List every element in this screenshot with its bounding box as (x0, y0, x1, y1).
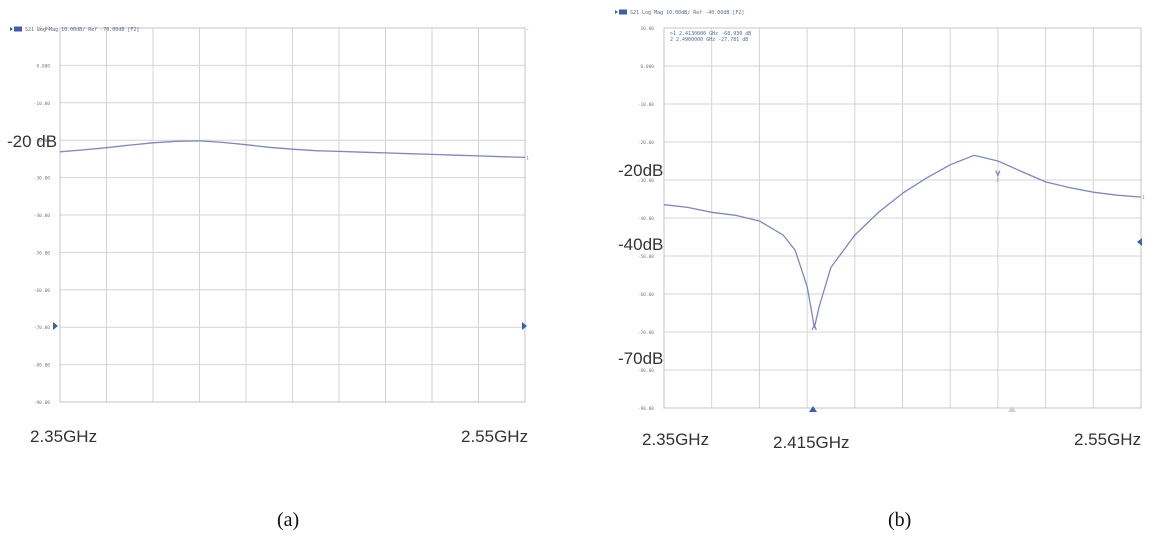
chart-b-grid (664, 28, 1141, 408)
y-tick-label: -30.00 (34, 176, 51, 182)
y-tick-label: -80.00 (638, 368, 655, 374)
ref-left-marker-icon (53, 322, 58, 330)
y-tick-label: -90.00 (34, 400, 51, 406)
ref-right-marker-icon (1137, 238, 1142, 246)
header-a-arrow-icon (10, 27, 13, 31)
caption-b: (b) (888, 509, 911, 531)
header-a-text: S21 Log Mag 10.00dB/ Ref -70.00dB [F2] (25, 27, 139, 33)
chart-b-marks (809, 238, 1142, 412)
y-tick-label: -10.00 (34, 101, 51, 107)
series-line (663, 154, 1142, 328)
annotation-20db: -20dB (618, 161, 663, 180)
header-a-trace-badge (14, 26, 22, 32)
chart-b-header: S21 Log Mag 10.00dB/ Ref -40.00dB [F2] (615, 9, 744, 16)
y-tick-label: -40.00 (638, 216, 655, 222)
caption-a: (a) (277, 509, 299, 531)
ref-right-marker-icon (522, 322, 527, 330)
marker1-x-indicator-icon (809, 406, 817, 412)
x-start-label: 2.35GHz (642, 430, 709, 449)
chart-b-frame (663, 27, 1142, 409)
chart-a-grid (60, 28, 525, 402)
y-tick-label: -10.00 (638, 102, 655, 108)
chart-panel-b: S21 Log Mag 10.00dB/ Ref -40.00dB [F2] >… (600, 0, 1173, 547)
y-tick-label: -20.00 (34, 138, 51, 144)
y-tick-label: -70.00 (638, 330, 655, 336)
marker-row-1: >1 2.4130000 GHz -68.930 dB (670, 31, 751, 37)
marker2-x-indicator-icon (1008, 406, 1016, 412)
chart-b-yticks: 10.00 0.000 -10.00 -20.00 -30.00 -40.00 -50.00… (638, 26, 655, 412)
marker-2-tag: 2 (996, 178, 999, 184)
y-tick-label: -60.00 (34, 288, 51, 294)
annotation-20db: -20 dB (7, 132, 57, 151)
series-line (59, 140, 526, 159)
marker-row-2: 2 2.4900000 GHz -27.781 dB (670, 37, 748, 43)
chart-b-svg: S21 Log Mag 10.00dB/ Ref -40.00dB [F2] >… (615, 9, 1145, 531)
y-tick-label: 10.00 (640, 26, 654, 32)
header-b-text: S21 Log Mag 10.00dB/ Ref -40.00dB [F2] (630, 10, 744, 16)
annotation-40db: -40dB (618, 235, 663, 254)
trace-end-tag: 1 (526, 155, 529, 161)
marker-1-glyph (811, 323, 817, 331)
trace-end-tag: 1 (1142, 195, 1145, 201)
y-tick-label: -40.00 (34, 213, 51, 219)
chart-a-marks (53, 322, 527, 330)
y-tick-label: -80.00 (34, 363, 51, 369)
chart-b-trace: 12 (663, 154, 1145, 331)
annotation-70db: -70dB (618, 349, 663, 368)
x-mid-label: 2.415GHz (773, 433, 850, 452)
marker-2-glyph (995, 170, 1001, 178)
y-tick-label: 0.000 (640, 64, 654, 70)
chart-a-trace: 1 (59, 140, 529, 161)
header-b-arrow-icon (615, 10, 618, 14)
x-end-label: 2.55GHz (461, 427, 528, 446)
chart-a-frame (59, 27, 526, 403)
y-tick-label: -30.00 (638, 178, 655, 184)
y-tick-label: -60.00 (638, 292, 655, 298)
y-tick-label: 10.00 (36, 26, 50, 32)
chart-a-header: S21 Log Mag 10.00dB/ Ref -70.00dB [F2] - (10, 26, 529, 33)
chart-panel-a: S21 Log Mag 10.00dB/ Ref -70.00dB [F2] -… (0, 0, 570, 547)
y-tick-label: -50.00 (34, 250, 51, 256)
header-a-partial: - (526, 27, 529, 33)
marker-table: >1 2.4130000 GHz -68.930 dB 2 2.4900000 … (670, 31, 751, 43)
x-end-label: 2.55GHz (1074, 430, 1141, 449)
y-tick-label: -90.00 (638, 406, 655, 412)
y-tick-label: -70.00 (34, 325, 51, 331)
y-tick-label: 0.000 (36, 63, 50, 69)
y-tick-label: -50.00 (638, 254, 655, 260)
chart-a-svg: S21 Log Mag 10.00dB/ Ref -70.00dB [F2] -… (7, 26, 529, 531)
x-start-label: 2.35GHz (30, 427, 97, 446)
header-b-trace-badge (619, 9, 627, 15)
y-tick-label: -20.00 (638, 140, 655, 146)
chart-a-yticks: 10.00 0.000 -10.00 -20.00 -30.00 -40.00 -50.00… (34, 26, 51, 406)
